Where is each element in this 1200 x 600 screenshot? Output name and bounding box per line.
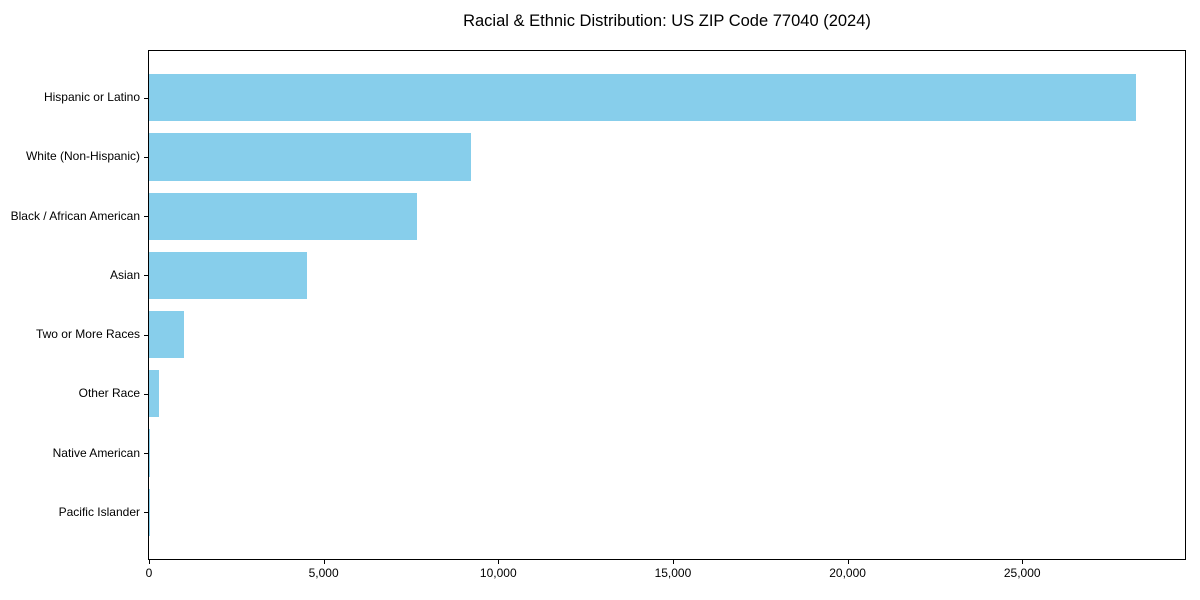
x-tick-label: 20,000 <box>829 566 866 580</box>
x-tick-label: 0 <box>145 566 153 580</box>
x-tick-mark <box>1022 560 1024 564</box>
y-tick-mark <box>144 334 148 336</box>
y-tick-mark <box>144 275 148 277</box>
bar <box>149 251 308 300</box>
chart-title: Racial & Ethnic Distribution: US ZIP Cod… <box>463 12 871 30</box>
y-tick-mark <box>144 156 148 158</box>
y-tick-label: Two or More Races <box>35 327 140 342</box>
x-tick-mark <box>323 560 325 564</box>
y-tick-label: Black / African American <box>10 208 140 223</box>
bar <box>149 133 472 181</box>
x-tick-mark <box>672 560 674 564</box>
bar <box>149 429 151 477</box>
bar <box>149 488 150 536</box>
y-tick-mark <box>144 97 148 99</box>
plot-area <box>148 50 1186 560</box>
y-tick-mark <box>144 453 148 455</box>
bar <box>149 370 160 418</box>
x-tick-label: 5,000 <box>308 566 339 580</box>
bar <box>149 310 184 359</box>
y-tick-label: White (Non-Hispanic) <box>25 149 140 164</box>
x-tick-label: 25,000 <box>1003 566 1041 580</box>
y-tick-label: Pacific Islander <box>58 504 140 519</box>
x-tick-mark <box>847 560 849 564</box>
y-tick-label: Asian <box>109 267 140 282</box>
bar <box>149 192 418 240</box>
x-tick-label: 15,000 <box>654 566 692 580</box>
y-tick-mark <box>144 512 148 514</box>
x-tick-label: 10,000 <box>479 566 517 580</box>
y-tick-label: Native American <box>52 445 140 460</box>
y-tick-mark <box>144 393 148 395</box>
x-tick-mark <box>498 560 500 564</box>
y-tick-label: Other Race <box>78 386 140 401</box>
y-tick-mark <box>144 216 148 218</box>
y-tick-label: Hispanic or Latino <box>43 90 140 105</box>
bar <box>149 74 1136 122</box>
x-tick-mark <box>149 560 150 564</box>
